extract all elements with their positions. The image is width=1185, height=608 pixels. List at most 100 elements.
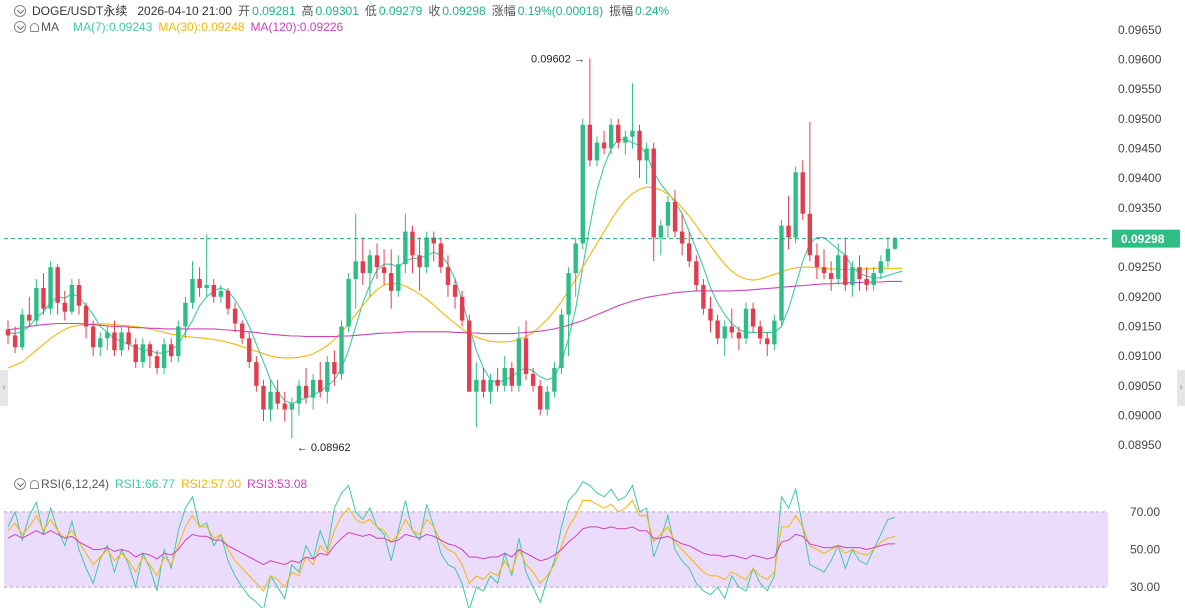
price-tick-label: 0.09500 bbox=[1118, 112, 1162, 126]
price-tick-label: 0.09250 bbox=[1118, 260, 1162, 274]
candle-body bbox=[410, 231, 415, 256]
candle-body bbox=[779, 225, 784, 321]
price-tick-label: 0.09000 bbox=[1118, 408, 1162, 422]
candle-body bbox=[538, 385, 543, 410]
candle-body bbox=[765, 338, 770, 345]
price-tick-label: 0.09450 bbox=[1118, 142, 1162, 156]
rsi1-value: RSI1:66.77 bbox=[115, 477, 176, 491]
collapse-chevron-icon[interactable] bbox=[14, 21, 26, 33]
ma-lines bbox=[7, 139, 903, 405]
ma120-value: MA(120):0.09226 bbox=[250, 20, 344, 34]
candle-body bbox=[871, 273, 876, 285]
candle-body bbox=[48, 267, 53, 309]
candle-body bbox=[282, 403, 287, 410]
datetime-label: 2026-04-10 21:00 bbox=[137, 3, 233, 18]
candle-body bbox=[658, 225, 664, 238]
rsi2-value: RSI2:57.00 bbox=[181, 477, 242, 491]
price-tick-label: 0.09650 bbox=[1118, 23, 1162, 37]
price-tick-label: 0.09100 bbox=[1118, 349, 1162, 363]
candle-body bbox=[694, 261, 699, 285]
left-scroll-handle[interactable]: ‹ bbox=[0, 370, 8, 406]
candle-body bbox=[722, 326, 727, 339]
price-tick-label: 0.09600 bbox=[1118, 53, 1162, 67]
candle-body bbox=[736, 332, 742, 339]
candle-body bbox=[644, 148, 649, 161]
candle-body bbox=[296, 385, 302, 404]
price-tick-label: 0.09200 bbox=[1118, 290, 1162, 304]
candle-body bbox=[147, 344, 153, 357]
candle-body bbox=[850, 267, 855, 285]
candle-body bbox=[616, 124, 621, 143]
candle-body bbox=[502, 368, 507, 386]
rsi-indicator-name[interactable]: RSI(6,12,24) bbox=[41, 477, 110, 491]
symbol-label[interactable]: DOGE/USDT永续 bbox=[32, 4, 128, 18]
candle-body bbox=[630, 130, 635, 137]
collapse-chevron-icon[interactable] bbox=[14, 4, 26, 17]
candle-body bbox=[800, 172, 805, 214]
candle-body bbox=[126, 332, 131, 345]
current-price-tag-text: 0.09298 bbox=[1121, 232, 1165, 246]
candle-body bbox=[452, 284, 458, 297]
candle-body bbox=[481, 379, 486, 392]
ma-line-MA(7) bbox=[7, 139, 903, 405]
high-price-marker: 0.09602 → bbox=[531, 53, 585, 65]
candle-body bbox=[793, 172, 798, 238]
ma-legend: MA MA(7):0.09243 MA(30):0.09248 MA(120):… bbox=[14, 20, 343, 34]
candle-body bbox=[154, 356, 160, 369]
candle-body bbox=[374, 255, 380, 268]
candle-body bbox=[275, 391, 280, 404]
candle-body bbox=[516, 338, 522, 386]
candle-body bbox=[119, 332, 124, 351]
candle-body bbox=[545, 391, 550, 410]
candle-body bbox=[176, 326, 181, 357]
candle-body bbox=[587, 124, 593, 161]
candle-body bbox=[55, 267, 60, 303]
collapse-chevron-icon[interactable] bbox=[14, 478, 26, 490]
candle-body bbox=[76, 284, 82, 306]
candle-body bbox=[573, 243, 578, 274]
candle-body bbox=[843, 255, 848, 285]
candle-body bbox=[495, 379, 500, 386]
candle-body bbox=[105, 332, 110, 339]
candle-body bbox=[608, 124, 614, 149]
candle-body bbox=[438, 243, 444, 268]
candle-body bbox=[239, 323, 245, 339]
candle-body bbox=[289, 403, 295, 410]
candle-body bbox=[530, 373, 536, 386]
candle-body bbox=[552, 368, 557, 392]
candle-body bbox=[169, 344, 174, 357]
ma-indicator-name[interactable]: MA bbox=[41, 20, 59, 34]
chevron-right-icon: › bbox=[1179, 382, 1183, 393]
candle-body bbox=[204, 284, 209, 288]
open-label: 开 bbox=[238, 4, 251, 18]
current-price-tag bbox=[1112, 229, 1180, 248]
candle-body bbox=[254, 362, 259, 386]
candle-body bbox=[821, 267, 827, 274]
candle-body bbox=[34, 287, 39, 321]
candle-body bbox=[687, 243, 692, 262]
candle-body bbox=[651, 148, 656, 238]
candle-body bbox=[62, 302, 67, 312]
candle-body bbox=[807, 213, 813, 256]
candle-body bbox=[892, 238, 898, 249]
price-tick-label: 0.09400 bbox=[1118, 171, 1162, 185]
candle-body bbox=[417, 255, 422, 268]
close-value: 0.09298 bbox=[442, 3, 486, 18]
candle-body bbox=[566, 273, 571, 315]
candle-body bbox=[424, 237, 429, 268]
candle-body bbox=[140, 344, 146, 363]
alert-bell-icon[interactable] bbox=[30, 479, 39, 489]
candle-body bbox=[367, 255, 373, 274]
alert-bell-icon[interactable] bbox=[30, 22, 39, 32]
candle-body bbox=[19, 314, 25, 348]
candle-body bbox=[679, 231, 685, 244]
candle-body bbox=[346, 279, 351, 327]
right-scroll-handle[interactable]: › bbox=[1177, 370, 1185, 406]
candle-body bbox=[83, 305, 89, 327]
price-tick-label: 0.09550 bbox=[1118, 82, 1162, 96]
candle-body bbox=[814, 255, 820, 268]
candle-body bbox=[339, 326, 344, 374]
amplitude-label: 振幅 bbox=[609, 4, 634, 18]
low-label: 低 bbox=[364, 4, 377, 18]
